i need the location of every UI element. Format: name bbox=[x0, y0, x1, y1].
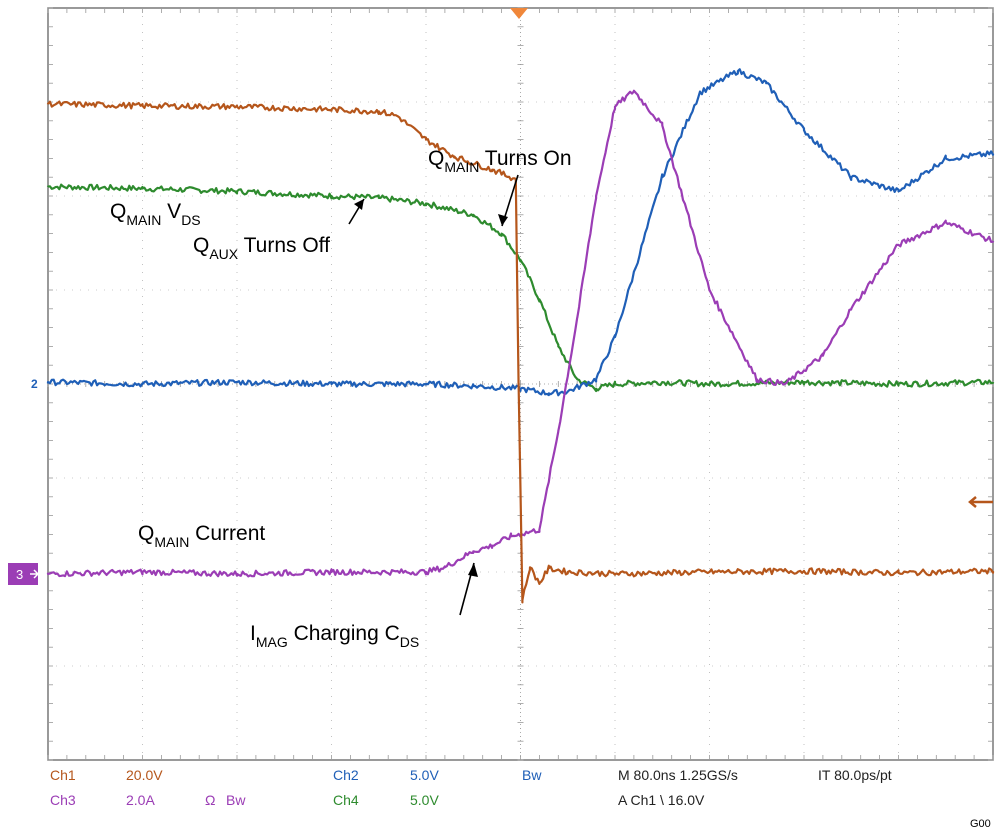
ch1-label: Ch1 bbox=[50, 767, 76, 783]
ch4-trace bbox=[46, 183, 995, 393]
trigger-readout: A Ch1 \ 16.0V bbox=[618, 792, 705, 808]
ch1-trace bbox=[46, 100, 995, 604]
arrowhead-qaux bbox=[354, 199, 364, 210]
annotation-qmain-turns-on: QMAIN Turns On bbox=[428, 147, 572, 175]
bandwidth-limit-indicator: Bw bbox=[522, 767, 542, 783]
ch2-label: Ch2 bbox=[333, 767, 359, 783]
ch1-scale: 20.0V bbox=[126, 767, 163, 783]
ch3-trace bbox=[46, 89, 995, 578]
ch1-level-arrow-icon bbox=[968, 496, 993, 508]
ch2-scale: 5.0V bbox=[410, 767, 439, 783]
svg-text:3: 3 bbox=[16, 567, 23, 582]
ch3-label: Ch3 bbox=[50, 792, 76, 808]
record-resolution: IT 80.0ps/pt bbox=[818, 767, 892, 783]
trigger-position-marker bbox=[510, 8, 528, 19]
ch3-scale: 2.0A bbox=[126, 792, 155, 808]
ch3-impedance: Ω bbox=[205, 792, 215, 808]
arrowhead-imag bbox=[468, 563, 478, 577]
annotation-arrows bbox=[348, 174, 519, 616]
ch2-ch4-ground-marker: 2 bbox=[31, 377, 38, 391]
ch4-scale: 5.0V bbox=[410, 792, 439, 808]
annotation-qaux-turns-off: QAUX Turns Off bbox=[193, 234, 330, 262]
annotation-qmain-vds: QMAIN VDS bbox=[110, 200, 201, 228]
timebase-readout: M 80.0ns 1.25GS/s bbox=[618, 767, 738, 783]
ch2-trace bbox=[46, 68, 995, 397]
arrowhead-qmain-on bbox=[498, 214, 508, 226]
figure-id: G00 bbox=[970, 818, 991, 830]
status-bar: Ch1 20.0V Ch2 5.0V Bw M 80.0ns 1.25GS/s … bbox=[50, 767, 892, 808]
waveform-traces bbox=[46, 68, 995, 604]
ch3-bandwidth-limit: Bw bbox=[226, 792, 246, 808]
ch3-ground-marker: 3 bbox=[8, 563, 40, 585]
annotation-imag-charging-cds: IMAG Charging CDS bbox=[250, 622, 419, 650]
annotation-qmain-current: QMAIN Current bbox=[138, 522, 265, 550]
ch4-label: Ch4 bbox=[333, 792, 359, 808]
